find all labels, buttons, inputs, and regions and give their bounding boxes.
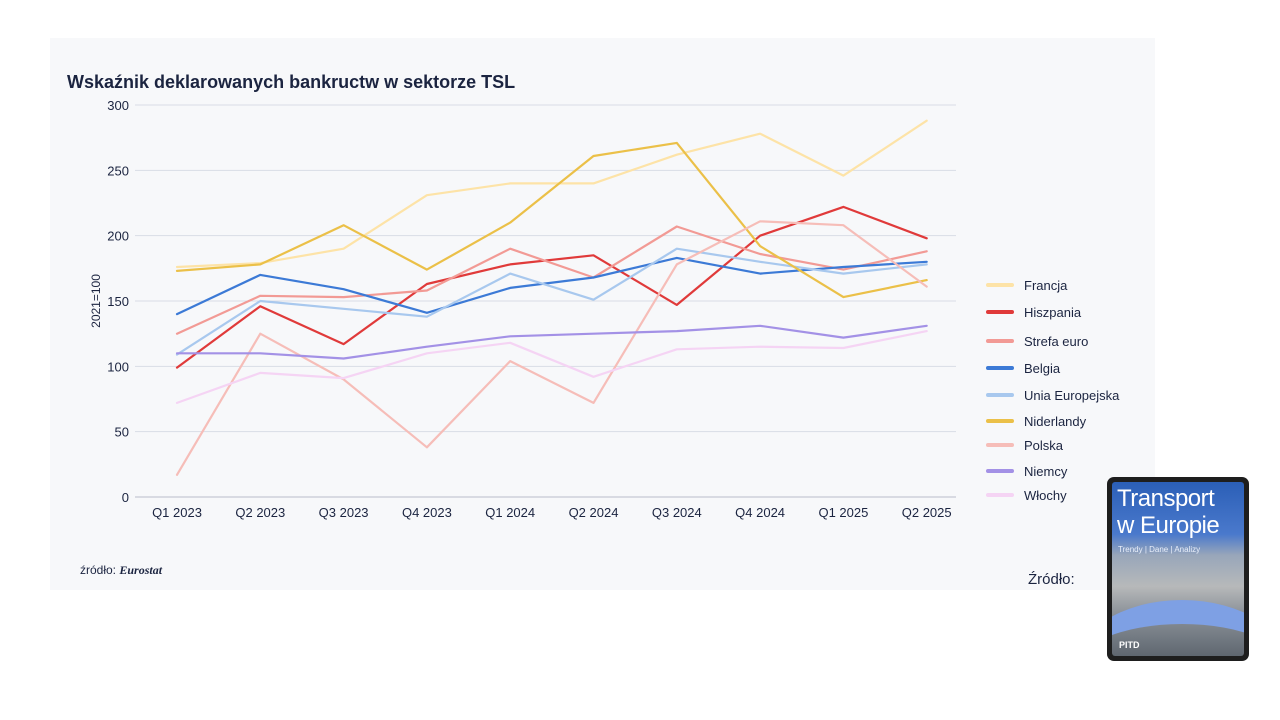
legend-swatch [986,283,1014,287]
cover-title-line2: w Europie [1117,512,1220,539]
chart-title: Wskaźnik deklarowanych bankructw w sekto… [67,72,516,92]
x-tick-label: Q3 2023 [319,505,369,520]
legend-label: Strefa euro [1024,333,1089,349]
legend-item: Hiszpania [986,303,1081,321]
y-tick-label: 0 [122,490,129,505]
x-tick-label: Q2 2023 [235,505,285,520]
publication-cover-screen: Transport w Europie Trendy | Dane | Anal… [1112,482,1244,656]
legend-swatch [986,339,1014,343]
legend-label: Belgia [1024,360,1061,376]
legend-label: Francja [1024,277,1068,293]
series-line-francja [175,119,928,269]
source-prefix: źródło: [80,563,117,577]
x-tick-label: Q1 2024 [485,505,535,520]
x-tick-label: Q2 2024 [569,505,619,520]
legend-item: Włochy [986,486,1067,504]
legend-item: Belgia [986,359,1060,377]
series-line-belgia [175,256,928,316]
series-line-strefa-euro [175,225,928,335]
legend-item: Unia Europejska [986,386,1119,404]
legend-label: Niemcy [1024,463,1068,479]
y-tick-label: 200 [107,229,129,244]
x-tick-label: Q2 2025 [902,505,952,520]
legend-label: Niderlandy [1024,413,1087,429]
cover-logo: PITD [1119,640,1140,650]
grid-layer [135,104,956,498]
series-line-niderlandy [175,141,928,299]
legend-label: Unia Europejska [1024,387,1120,403]
y-tick-label: 50 [115,425,129,440]
chart-card [50,38,1155,590]
y-tick-label: 100 [107,359,129,374]
axis-layer: 0 50 100 150 200 250 300 2021=100 Q1 2023 Q2 2023… [89,98,952,520]
legend-item: Francja [986,276,1067,294]
legend-label: Włochy [1024,487,1067,503]
series-layer [175,119,928,476]
y-tick-label: 250 [107,163,129,178]
x-tick-label: Q1 2023 [152,505,202,520]
cover-title-line1: Transport [1117,485,1215,512]
legend-swatch [986,310,1014,314]
source-name: Eurostat [119,563,163,577]
series-line-unia-europejska [175,247,928,356]
legend-item: Strefa euro [986,332,1088,350]
legend-swatch [986,366,1014,370]
y-tick-label: 300 [107,98,129,113]
source-note: źródło: Eurostat [80,563,162,578]
series-line-włochy [175,330,928,404]
series-line-hiszpania [175,205,928,369]
legend-swatch [986,469,1014,473]
cover-subtitle: Trendy | Dane | Analizy [1118,545,1201,554]
legend-item: Niderlandy [986,412,1086,430]
legend-swatch [986,493,1014,497]
y-tick-label: 150 [107,294,129,309]
x-tick-label: Q4 2023 [402,505,452,520]
legend-item: Niemcy [986,462,1067,480]
legend-swatch [986,393,1014,397]
side-source-label: Źródło: [1028,571,1075,588]
publication-cover-image: Transport w Europie Trendy | Dane | Anal… [1107,477,1249,661]
legend-label: Polska [1024,437,1064,453]
x-tick-label: Q4 2024 [735,505,785,520]
legend-swatch [986,443,1014,447]
x-tick-label: Q1 2025 [818,505,868,520]
legend-label: Hiszpania [1024,304,1082,320]
series-line-niemcy [175,324,928,360]
x-tick-label: Q3 2024 [652,505,702,520]
legend-item: Polska [986,436,1063,454]
y-axis-label: 2021=100 [89,274,103,328]
legend-swatch [986,419,1014,423]
